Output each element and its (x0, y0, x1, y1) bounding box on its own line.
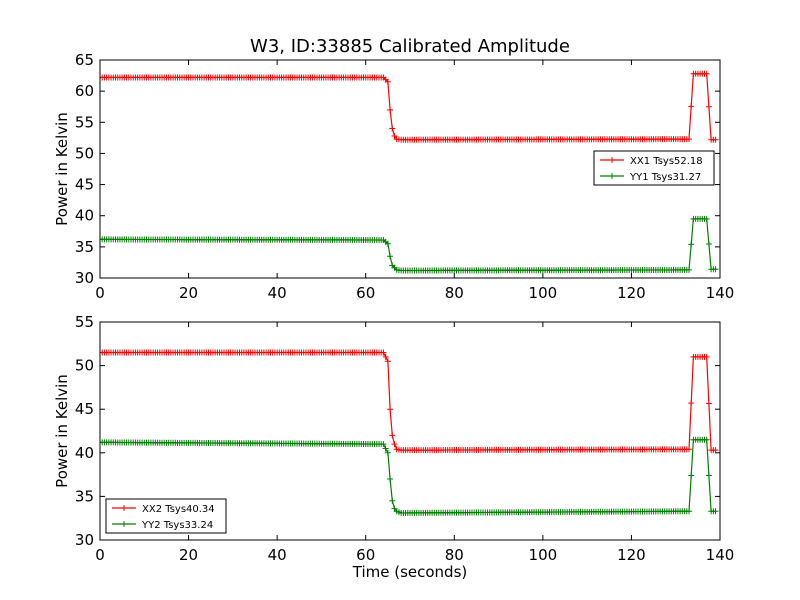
series-008000 (100, 436, 719, 516)
series-marker (389, 497, 396, 504)
legend-label: XX2 Tsys40.34 (142, 504, 215, 515)
legend-label: YY1 Tsys31.27 (629, 172, 701, 183)
series-marker (686, 508, 692, 515)
y-tick-label: 50 (75, 144, 94, 162)
series-marker (688, 472, 695, 479)
series-line (100, 351, 716, 451)
panel-1: Power in Kelvin 0 20 40 60 80 100 120 140 30 35 40 4… (53, 51, 734, 302)
series-line (100, 73, 716, 141)
y-tick-label: 30 (75, 531, 94, 549)
series-line (100, 218, 716, 272)
y-tick-label: 50 (75, 357, 94, 375)
y-tick-label: 35 (75, 238, 94, 256)
series-marker (703, 353, 710, 360)
x-tick-label: 80 (445, 546, 464, 564)
series-marker (384, 240, 391, 247)
series-marker (686, 446, 692, 453)
x-tick-label: 100 (529, 284, 558, 302)
series-marker (384, 449, 391, 456)
y-tick-label: 30 (75, 269, 94, 287)
series-marker (712, 136, 719, 143)
series-marker (387, 253, 394, 260)
series-marker (384, 358, 391, 365)
plot-frame (99, 59, 721, 279)
series-marker (705, 400, 712, 407)
panel-2: Power in Kelvin 0 20 40 60 80 100 120 140 30 35 40 4… (53, 313, 734, 564)
legend: XX2 Tsys40.34 YY2 Tsys33.24 (105, 498, 227, 534)
x-tick-label: 100 (529, 546, 558, 564)
y-tick-label: 35 (75, 487, 94, 505)
x-tick-label: 80 (445, 284, 464, 302)
series-marker (705, 241, 712, 248)
x-tick-label: 60 (356, 284, 375, 302)
series-marker (705, 472, 712, 479)
series-008000 (100, 215, 719, 274)
y-tick-label: 55 (75, 113, 94, 131)
series-marker (688, 103, 695, 110)
series-marker (686, 136, 692, 143)
series-marker (688, 400, 695, 407)
x-axis-label: Time (seconds) (352, 563, 468, 581)
x-tick-label: 60 (356, 546, 375, 564)
series-marker (387, 475, 394, 482)
series-marker (703, 215, 710, 222)
legend-label: XX1 Tsys52.18 (630, 156, 703, 167)
legend-marker (609, 157, 615, 163)
series-marker (712, 266, 719, 273)
x-tick-label: 120 (617, 546, 646, 564)
y-axis-label: Power in Kelvin (53, 374, 71, 488)
y-tick-label: 65 (75, 51, 94, 69)
series-marker (387, 406, 394, 413)
series-marker (703, 70, 710, 77)
y-tick-label: 40 (75, 444, 94, 462)
y-axis-label: Power in Kelvin (53, 112, 71, 226)
y-tick-label: 60 (75, 82, 94, 100)
series-marker (688, 241, 695, 248)
legend-box (105, 498, 227, 534)
x-tick-label: 20 (179, 284, 198, 302)
series-marker (384, 78, 391, 85)
x-tick-label: 0 (95, 546, 105, 564)
series-marker (380, 441, 387, 448)
legend-label: YY2 Tsys33.24 (141, 520, 213, 531)
series-marker (391, 441, 398, 448)
series-marker (712, 447, 719, 454)
x-tick-label: 0 (95, 284, 105, 302)
series-marker (686, 266, 692, 273)
series-marker (380, 349, 387, 356)
series-marker (389, 432, 396, 439)
legend-box (593, 150, 715, 186)
x-tick-label: 40 (268, 546, 287, 564)
x-tick-label: 140 (706, 284, 735, 302)
series-marker (705, 103, 712, 110)
chart-title: W3, ID:33885 Calibrated Amplitude (250, 36, 570, 57)
legend-marker (121, 521, 127, 527)
legend: XX1 Tsys52.18 YY1 Tsys31.27 (593, 150, 715, 186)
x-tick-label: 120 (617, 284, 646, 302)
y-tick-label: 45 (75, 176, 94, 194)
series-marker (391, 132, 398, 139)
series-marker (703, 436, 710, 443)
series-marker (389, 125, 396, 132)
legend-marker (609, 173, 615, 179)
x-tick-label: 140 (706, 546, 735, 564)
series-marker (382, 445, 389, 452)
legend-marker (121, 505, 127, 511)
series-ff0000 (100, 70, 719, 143)
y-tick-label: 55 (75, 313, 94, 331)
series-marker (387, 106, 394, 113)
y-tick-label: 45 (75, 400, 94, 418)
series-marker (382, 353, 389, 360)
x-tick-label: 20 (179, 546, 198, 564)
series-marker (712, 508, 719, 515)
series-ff0000 (100, 349, 719, 454)
plot-frame (99, 321, 721, 541)
x-tick-label: 40 (268, 284, 287, 302)
y-tick-label: 40 (75, 207, 94, 225)
